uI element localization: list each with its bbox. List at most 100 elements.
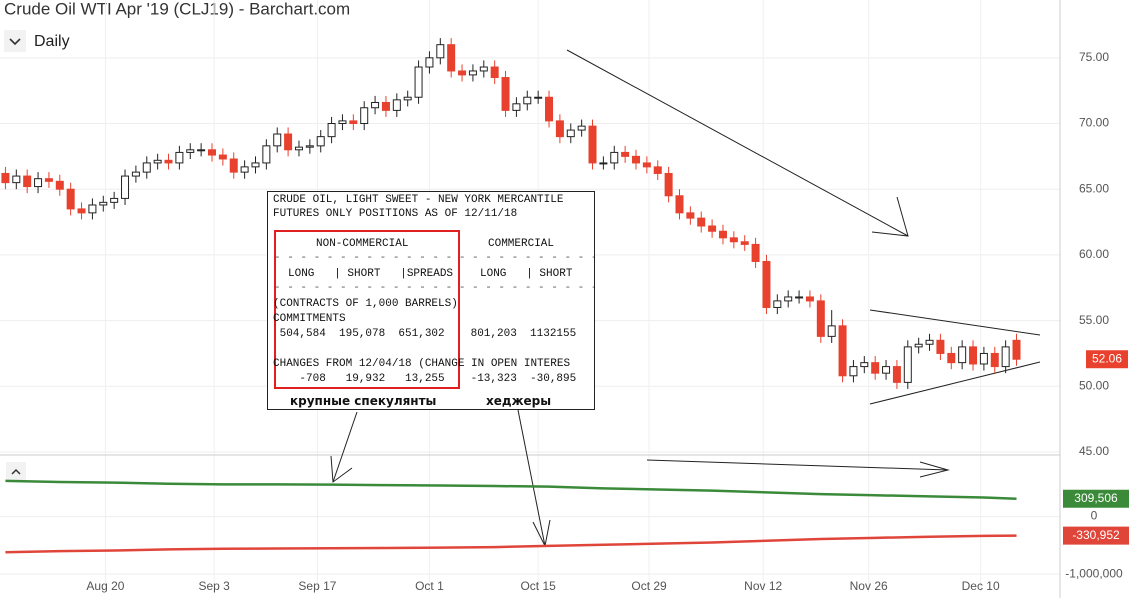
candle-body <box>675 195 684 214</box>
candle-body <box>577 125 586 131</box>
candle-body <box>55 180 64 190</box>
separator: - - - - - - - - - - - - - - - - - - - - … <box>274 252 595 264</box>
collapse-button[interactable] <box>6 462 26 482</box>
candle-body <box>762 260 771 308</box>
interval-label[interactable]: Daily <box>34 33 70 50</box>
changes: -13,323 -30,895 <box>464 373 577 385</box>
x-tick-label: Sep 3 <box>198 579 230 593</box>
candle-body <box>1012 339 1021 360</box>
chart-title: Crude Oil WTI Apr '19 (CLJ19) - Barchart… <box>4 0 350 18</box>
candle-body <box>849 366 858 377</box>
candle-body <box>262 145 271 164</box>
candle-body <box>436 44 445 59</box>
candle-body <box>642 162 651 168</box>
report-line: CRUDE OIL, LIGHT SWEET - NEW YORK MERCAN… <box>273 194 564 206</box>
candle-body <box>697 217 706 227</box>
candle-body <box>99 201 108 206</box>
candle-body <box>186 149 195 153</box>
value-tag-label: 309,506 <box>1074 491 1118 505</box>
candle-body <box>892 366 901 383</box>
y-tick-label: 65.00 <box>1079 181 1109 195</box>
candle-body <box>23 175 32 188</box>
candle-body <box>566 129 575 138</box>
column-names: LONG | SHORT <box>480 268 573 280</box>
candle-body <box>142 162 151 173</box>
x-tick-label: Nov 26 <box>850 579 888 593</box>
candle-body <box>947 352 956 364</box>
units: (CONTRACTS OF 1,000 BARRELS) <box>273 298 458 310</box>
price-tag <box>1086 350 1128 369</box>
x-tick-label: Nov 12 <box>744 579 782 593</box>
candle-body <box>218 154 227 160</box>
x-tick-label: Aug 20 <box>86 579 124 593</box>
candle-body <box>501 77 510 111</box>
candle-body <box>784 296 793 302</box>
candle-body <box>490 66 499 79</box>
candle-body <box>979 352 988 365</box>
y-tick-label: 75.00 <box>1079 50 1109 64</box>
candle-body <box>66 188 75 210</box>
candle-body <box>12 175 21 184</box>
y-tick-label: 60.00 <box>1079 247 1109 261</box>
candle-body <box>751 243 760 262</box>
candle-body <box>316 136 325 147</box>
y-tick-label: 45.00 <box>1079 444 1109 458</box>
candle-body <box>686 212 695 219</box>
candle-body <box>131 171 140 177</box>
commitments: 504,584 195,078 651,302 <box>273 328 445 340</box>
candle-body <box>632 155 640 164</box>
candle-body <box>653 166 662 174</box>
candle-body <box>882 366 891 374</box>
report-line: FUTURES ONLY POSITIONS AS OF 12/11/18 <box>273 208 518 220</box>
candle-body <box>664 172 673 197</box>
y2-tick-label: 0 <box>1091 509 1098 523</box>
x-tick-label: Oct 1 <box>415 579 444 593</box>
candle-body <box>936 339 945 354</box>
price-tag-label: 52.06 <box>1092 351 1122 365</box>
trend-drawings <box>330 49 1041 548</box>
commitments-label: COMMITMENTS <box>273 313 346 325</box>
candle-body <box>229 158 238 173</box>
candle-body <box>534 96 543 99</box>
candle-body <box>718 230 727 239</box>
candle-body <box>338 120 347 125</box>
candle-body <box>795 296 804 299</box>
candle-body <box>77 208 86 214</box>
candle-body <box>153 159 162 164</box>
candle-body <box>708 225 717 232</box>
candle-body <box>371 101 380 109</box>
candle-body <box>458 70 467 76</box>
candle-body <box>958 346 967 364</box>
candle-body <box>729 237 738 243</box>
candle-body <box>816 300 825 337</box>
candle-body <box>44 178 53 182</box>
candle-body <box>110 197 119 203</box>
candle-body <box>327 123 336 138</box>
candle-body <box>969 346 978 365</box>
value-tag <box>1063 489 1129 508</box>
candle-body <box>88 204 97 214</box>
candle-body <box>284 133 293 151</box>
candle-body <box>805 296 814 302</box>
interval-button[interactable] <box>4 30 26 52</box>
candle-body <box>925 339 934 345</box>
candle-body <box>305 145 314 148</box>
candle-body <box>990 352 999 368</box>
speculators-label: крупные спекулянты <box>290 394 437 408</box>
candle-body <box>121 175 130 199</box>
candle-body <box>545 96 554 122</box>
y-tick-label: 50.00 <box>1079 378 1109 392</box>
candle-body <box>914 343 923 348</box>
candle-body <box>403 96 412 101</box>
column-header: COMMERCIAL <box>488 238 555 250</box>
candle-body <box>479 66 488 72</box>
candle-body <box>599 162 608 165</box>
candle-body <box>197 149 206 152</box>
candle-body <box>447 44 456 72</box>
cot-line <box>5 479 1017 500</box>
candle-body <box>827 325 836 337</box>
candle-body <box>740 241 749 245</box>
candle-body <box>871 362 880 374</box>
